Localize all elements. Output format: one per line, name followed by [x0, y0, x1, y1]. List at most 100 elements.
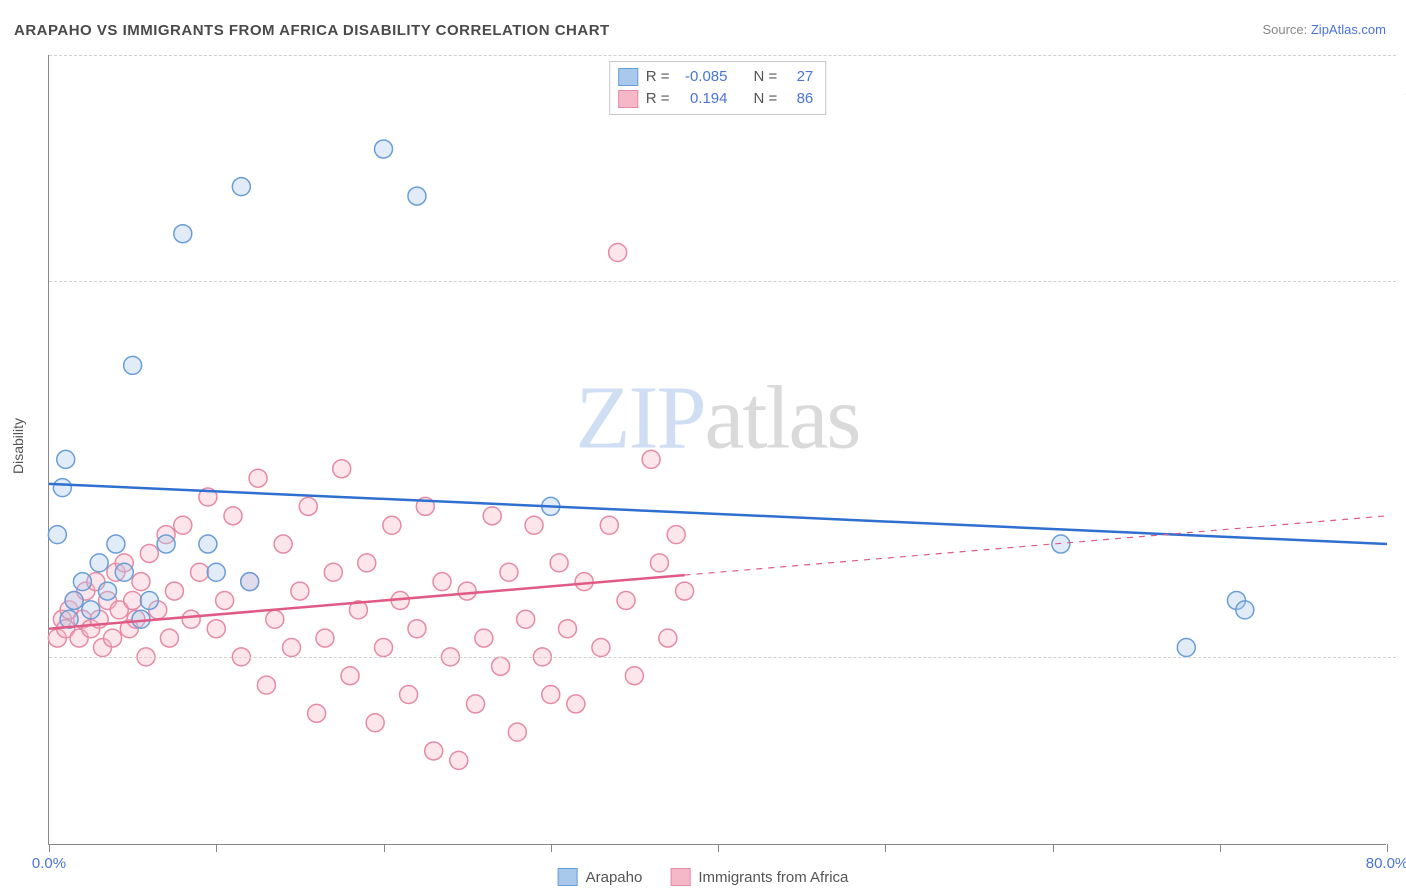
data-point	[99, 582, 117, 600]
data-point	[107, 535, 125, 553]
data-point	[550, 554, 568, 572]
data-point	[266, 610, 284, 628]
data-point	[274, 535, 292, 553]
data-point	[1052, 535, 1070, 553]
data-point	[433, 573, 451, 591]
x-tick	[384, 844, 385, 852]
data-point	[600, 516, 618, 534]
legend-swatch	[558, 868, 578, 886]
trend-line	[49, 484, 1387, 544]
data-point	[492, 657, 510, 675]
x-tick-label: 0.0%	[32, 855, 66, 872]
data-point	[341, 667, 359, 685]
y-tick-label: 20.0%	[1393, 460, 1406, 477]
legend-label: Immigrants from Africa	[698, 869, 848, 886]
data-point	[257, 676, 275, 694]
x-tick	[551, 844, 552, 852]
data-point	[160, 629, 178, 647]
data-point	[400, 686, 418, 704]
data-point	[115, 563, 133, 581]
data-point	[241, 573, 259, 591]
trend-line-extrapolated	[685, 516, 1387, 575]
series-legend: Arapaho Immigrants from Africa	[558, 868, 849, 886]
data-point	[124, 591, 142, 609]
data-point	[333, 460, 351, 478]
data-point	[567, 695, 585, 713]
y-tick-label: 10.0%	[1393, 648, 1406, 665]
data-point	[500, 563, 518, 581]
chart-title: ARAPAHO VS IMMIGRANTS FROM AFRICA DISABI…	[14, 22, 610, 39]
legend-swatch	[670, 868, 690, 886]
data-point	[90, 554, 108, 572]
data-point	[291, 582, 309, 600]
data-point	[53, 479, 71, 497]
x-tick	[1220, 844, 1221, 852]
data-point	[207, 563, 225, 581]
data-point	[191, 563, 209, 581]
data-point	[140, 544, 158, 562]
data-point	[575, 573, 593, 591]
data-point	[617, 591, 635, 609]
data-point	[383, 516, 401, 534]
data-point	[324, 563, 342, 581]
source-prefix: Source:	[1262, 22, 1310, 37]
data-point	[558, 620, 576, 638]
data-point	[676, 582, 694, 600]
data-point	[216, 591, 234, 609]
y-tick-label: 30.0%	[1393, 272, 1406, 289]
data-point	[592, 639, 610, 657]
data-point	[232, 178, 250, 196]
data-point	[308, 704, 326, 722]
data-point	[667, 526, 685, 544]
data-point	[609, 244, 627, 262]
data-point	[1177, 639, 1195, 657]
data-point	[165, 582, 183, 600]
data-point	[199, 535, 217, 553]
x-tick	[216, 844, 217, 852]
data-point	[132, 573, 150, 591]
data-point	[450, 751, 468, 769]
y-tick-label: 40.0%	[1393, 84, 1406, 101]
x-tick	[718, 844, 719, 852]
data-point	[82, 601, 100, 619]
data-point	[48, 526, 66, 544]
data-point	[366, 714, 384, 732]
data-point	[517, 610, 535, 628]
data-point	[157, 535, 175, 553]
data-point	[57, 450, 75, 468]
x-tick	[1387, 844, 1388, 852]
data-point	[358, 554, 376, 572]
data-point	[659, 629, 677, 647]
source-link[interactable]: ZipAtlas.com	[1311, 22, 1386, 37]
data-point	[650, 554, 668, 572]
data-point	[174, 225, 192, 243]
data-point	[375, 639, 393, 657]
data-point	[174, 516, 192, 534]
x-tick	[49, 844, 50, 852]
data-point	[483, 507, 501, 525]
data-point	[542, 686, 560, 704]
data-point	[182, 610, 200, 628]
legend-item: Arapaho	[558, 868, 643, 886]
data-point	[224, 507, 242, 525]
legend-label: Arapaho	[586, 869, 643, 886]
data-point	[283, 639, 301, 657]
x-tick	[1053, 844, 1054, 852]
data-point	[408, 620, 426, 638]
data-point	[408, 187, 426, 205]
chart-svg	[49, 55, 1386, 844]
data-point	[375, 140, 393, 158]
data-point	[299, 497, 317, 515]
data-point	[73, 573, 91, 591]
grid-line	[49, 55, 1396, 56]
y-axis-label: Disability	[10, 418, 26, 474]
data-point	[104, 629, 122, 647]
data-point	[207, 620, 225, 638]
data-point	[466, 695, 484, 713]
data-point	[525, 516, 543, 534]
data-point	[475, 629, 493, 647]
plot-area: ZIPatlas R =-0.085N =27R =0.194N =86 10.…	[48, 55, 1386, 845]
data-point	[458, 582, 476, 600]
data-point	[65, 591, 83, 609]
data-point	[642, 450, 660, 468]
